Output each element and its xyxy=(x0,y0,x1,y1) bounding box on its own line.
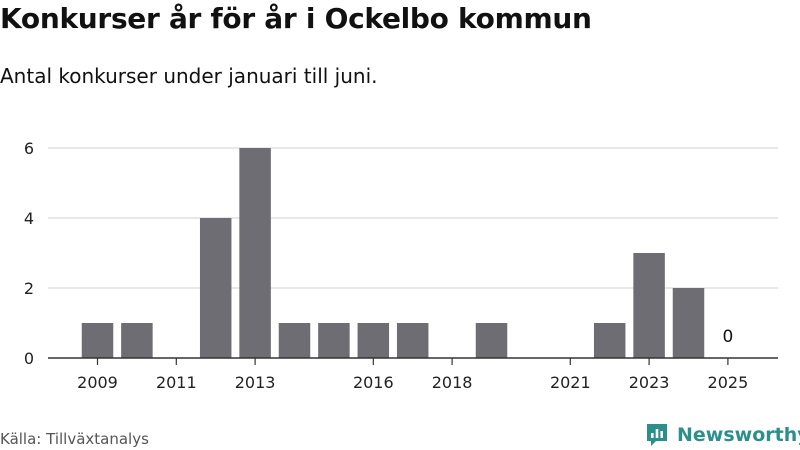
x-tick-label: 2016 xyxy=(353,373,394,392)
bar xyxy=(239,148,271,358)
x-tick-label: 2023 xyxy=(629,373,670,392)
bar xyxy=(396,323,429,358)
bar xyxy=(593,323,626,358)
chart-subtitle: Antal konkurser under januari till juni. xyxy=(0,64,378,88)
labels: 0 2 4 6 2009 2011 2013 2016 2018 2021 2023 2025 0 xyxy=(24,139,748,392)
brand-logo: Newsworthy xyxy=(645,420,800,450)
grid-lines xyxy=(48,147,778,289)
data-label: 0 xyxy=(722,327,733,347)
y-tick-label: 2 xyxy=(24,279,34,298)
bar xyxy=(357,323,390,358)
x-tick-label: 2009 xyxy=(77,373,118,392)
bar xyxy=(633,253,665,358)
x-axis xyxy=(48,357,778,365)
chart-title: Konkurser år för år i Ockelbo kommun xyxy=(0,2,592,35)
source-note: Källa: Tillväxtanalys xyxy=(0,430,149,448)
bar xyxy=(278,323,311,358)
bar xyxy=(199,218,232,358)
x-tick-label: 2021 xyxy=(550,373,591,392)
bar xyxy=(81,323,114,358)
bar xyxy=(121,323,153,358)
y-tick-label: 4 xyxy=(24,209,34,228)
brand-name: Newsworthy xyxy=(677,424,800,446)
x-tick-label: 2018 xyxy=(432,373,473,392)
y-tick-label: 6 xyxy=(24,139,34,158)
x-tick-label: 2025 xyxy=(708,373,749,392)
y-tick-label: 0 xyxy=(24,349,34,368)
bar xyxy=(672,288,705,358)
bar xyxy=(475,323,508,358)
newsworthy-bar-chart-icon xyxy=(647,424,667,446)
bars xyxy=(81,148,705,358)
x-tick-label: 2011 xyxy=(156,373,197,392)
x-tick-label: 2013 xyxy=(235,373,276,392)
bar xyxy=(318,323,350,358)
